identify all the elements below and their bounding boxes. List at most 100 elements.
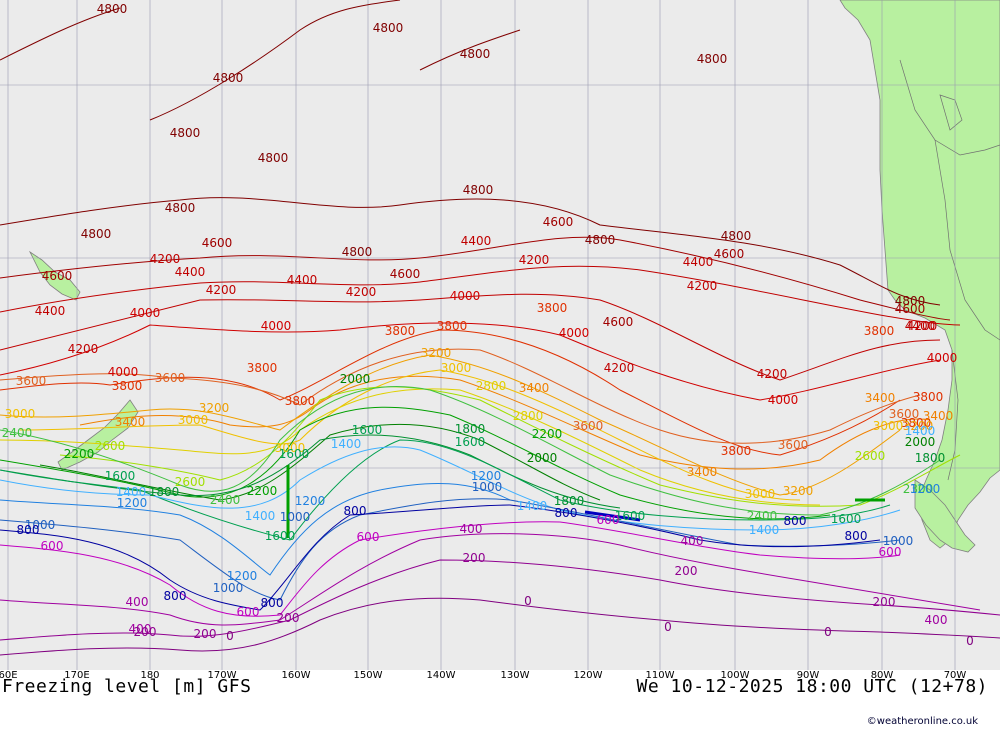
contour-label: 400 [925, 613, 948, 627]
contour-label: 800 [17, 523, 40, 537]
contour-label: 200 [134, 625, 157, 639]
graticule [0, 0, 1000, 670]
contour-label: 3800 [385, 324, 416, 338]
longitude-tick-label: 80W [870, 670, 894, 681]
contour-label: 400 [681, 534, 704, 548]
contour-line [39, 423, 601, 501]
contour-line [59, 386, 961, 507]
contour-line [0, 354, 901, 496]
contour-label: 1400 [116, 485, 147, 499]
contour-label: 1400 [331, 437, 362, 451]
contour-label: 800 [555, 506, 578, 520]
contour-label: 4000 [559, 326, 590, 340]
contour-label: 1400 [905, 424, 936, 438]
contour-label: 3800 [721, 444, 752, 458]
contour-line [0, 236, 951, 321]
contour-line [0, 322, 941, 401]
contour-label: 600 [357, 530, 380, 544]
contour-label: 400 [129, 622, 152, 636]
contour-label: 1600 [831, 512, 862, 526]
contour-label: 3000 [441, 361, 472, 375]
contour-label: 0 [966, 634, 974, 648]
contour-line [0, 446, 901, 531]
longitude-tick-label: 60E [0, 670, 18, 681]
contour-label: 3800 [864, 324, 895, 338]
contour-label: 3800 [112, 379, 143, 393]
contour-label: 2300 [903, 482, 934, 496]
contour-label: 4800 [373, 21, 404, 35]
contour-label: 3600 [16, 374, 47, 388]
contour-label: 600 [237, 605, 260, 619]
contour-label: 800 [261, 596, 284, 610]
contour-label: 4200 [907, 319, 938, 333]
contour-label: 2600 [175, 475, 206, 489]
contour-line [419, 29, 521, 71]
contour-label: 4000 [768, 393, 799, 407]
contour-label: 2600 [855, 449, 886, 463]
contour-label: 200 [277, 611, 300, 625]
contour-line [0, 7, 121, 61]
freezing-level-map: 4800 4800 4800 4800 4800 4800 4800 4800 4800 4800… [0, 0, 1000, 670]
contour-line [0, 482, 511, 576]
contour-label: 1200 [910, 482, 941, 496]
contour-label: 4800 [463, 183, 494, 197]
contour-label: 3400 [865, 391, 896, 405]
contour-label: 3400 [923, 409, 954, 423]
contour-label: 2200 [247, 484, 278, 498]
contour-lines [0, 0, 1000, 656]
contour-label: 3600 [889, 407, 920, 421]
contour-label: 1000 [213, 581, 244, 595]
contour-label: 4400 [683, 255, 714, 269]
contour-label: 800 [344, 504, 367, 518]
contour-label: 4200 [757, 367, 788, 381]
contour-label: 4200 [206, 283, 237, 297]
contour-line [0, 197, 941, 306]
longitude-tick-label: 110W [645, 670, 675, 681]
longitude-tick-label: 180 [140, 670, 160, 681]
contour-label: 800 [845, 529, 868, 543]
contour-line [0, 293, 941, 381]
contour-label: 1600 [352, 423, 383, 437]
contour-label: 2000 [340, 372, 371, 386]
contour-label: 200 [873, 595, 896, 609]
contour-label: 2000 [905, 435, 936, 449]
contour-label: 3600 [573, 419, 604, 433]
contour-label: 4800 [460, 47, 491, 61]
contour-label: 1000 [883, 534, 914, 548]
contour-label: 400 [460, 522, 483, 536]
contour-label: 400 [126, 595, 149, 609]
contour-label: 4800 [97, 2, 128, 16]
contour-label: 2200 [64, 447, 95, 461]
contour-label: 4800 [721, 229, 752, 243]
contour-label: 4200 [68, 342, 99, 356]
contour-label: 3000 [275, 441, 306, 455]
contour-label: 4200 [150, 252, 181, 266]
longitude-tick-label: 130W [500, 670, 530, 681]
contour-label: 800 [784, 514, 807, 528]
contour-label: 3000 [745, 487, 776, 501]
contour-label: 3600 [778, 438, 809, 452]
contour-label: 0 [226, 629, 234, 643]
contour-label: 2800 [476, 379, 507, 393]
contour-label: 1000 [472, 480, 503, 494]
contour-label: 3200 [903, 419, 934, 433]
contour-label: 2400 [747, 509, 778, 523]
contour-label: 1200 [295, 494, 326, 508]
contour-label: 1400 [749, 523, 780, 537]
valid-time: We 10-12-2025 18:00 UTC (12+78) [636, 676, 988, 697]
contour-label: 600 [879, 545, 902, 559]
contour-label: 4600 [895, 302, 926, 316]
contour-label: 4800 [213, 71, 244, 85]
contour-label: 1000 [280, 510, 311, 524]
credit-link[interactable]: ©weatheronline.co.uk [866, 716, 978, 727]
south-america-land [839, 0, 1000, 549]
contour-label: 3000 [873, 419, 904, 433]
contour-label: 4200 [687, 279, 718, 293]
contour-line [79, 375, 931, 470]
contour-label: 4800 [342, 245, 373, 259]
contour-label: 1200 [117, 496, 148, 510]
contour-label: 3400 [115, 415, 146, 429]
contour-label: 3400 [519, 381, 550, 395]
contour-label: 1000 [25, 518, 56, 532]
contour-label: 3600 [155, 371, 186, 385]
